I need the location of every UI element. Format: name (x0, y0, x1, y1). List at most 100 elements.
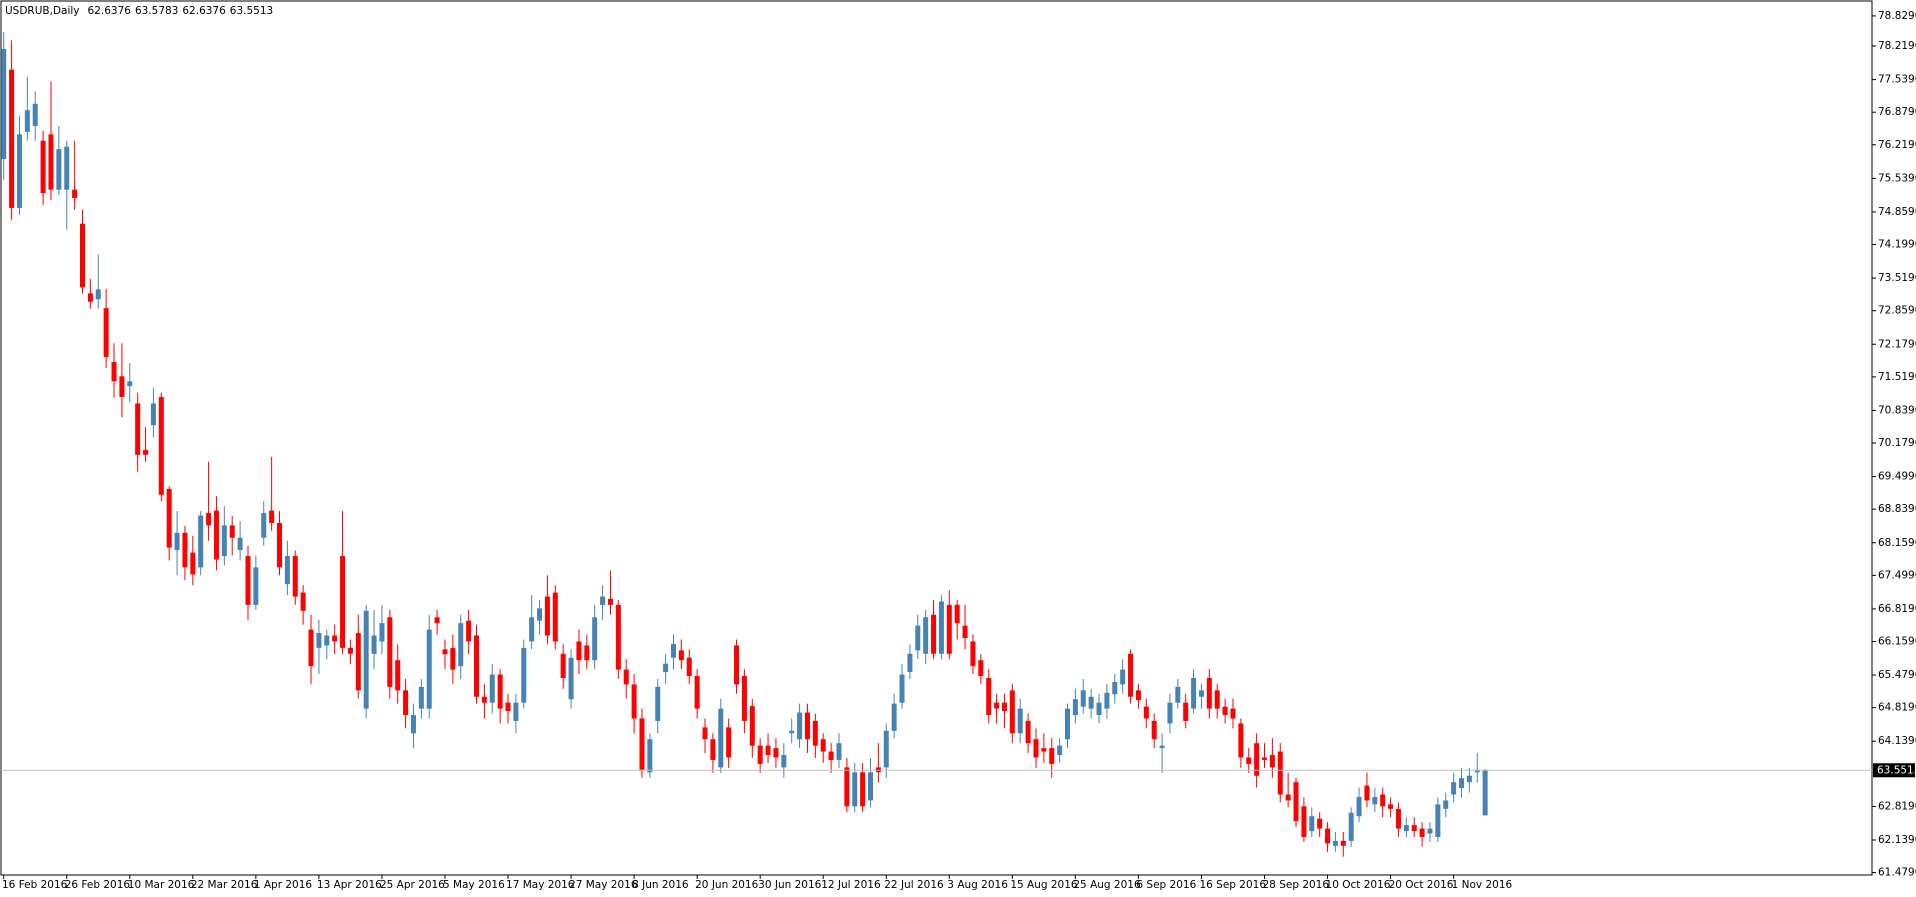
candle-body (426, 629, 432, 709)
candle-body (410, 715, 416, 734)
candle-body (592, 617, 598, 661)
y-tick-label: 75.5390 (1878, 172, 1916, 184)
y-tick-label: 71.5190 (1878, 371, 1916, 383)
candle-body (726, 727, 732, 758)
candle-body (1332, 840, 1338, 846)
y-tick-label: 74.1990 (1878, 239, 1916, 251)
candle-body (1088, 696, 1094, 709)
candle-body (245, 556, 251, 605)
x-tick-label: 10 Mar 2016 (128, 879, 195, 891)
candle-body (363, 610, 369, 709)
x-tick-label: 5 May 2016 (443, 879, 505, 891)
candle-body (213, 510, 219, 560)
candle-body (1269, 755, 1275, 768)
candle-body (174, 532, 180, 551)
candle-body (623, 669, 629, 685)
candle-body (1395, 808, 1401, 829)
candle-body (560, 653, 566, 678)
x-tick-label: 13 Apr 2016 (317, 879, 382, 891)
candle-body (1348, 812, 1354, 841)
candle-body (1427, 828, 1433, 834)
candle-body (1214, 690, 1220, 709)
candle-body (1080, 690, 1086, 707)
candle-body (1033, 739, 1039, 758)
candle-body (781, 755, 787, 768)
candle-body (190, 552, 196, 575)
candle-body (1364, 785, 1370, 801)
x-tick-label: 12 Jul 2016 (821, 879, 881, 891)
candle-body (72, 189, 78, 199)
candle-body (946, 604, 952, 654)
candle-body (158, 397, 164, 495)
candle-body (1474, 769, 1480, 773)
candle-body (103, 308, 109, 358)
y-tick-label: 78.8290 (1878, 10, 1916, 22)
price-label-box (1873, 763, 1915, 778)
candle-body (1419, 828, 1425, 837)
candle-body (1325, 828, 1331, 844)
candle-body (1183, 702, 1189, 721)
candle-body (1254, 743, 1260, 776)
candle-body (1482, 770, 1488, 816)
y-tick-label: 74.8590 (1878, 206, 1916, 218)
candle-body (1104, 692, 1110, 709)
candle-body (87, 293, 93, 302)
candle-body (931, 614, 937, 654)
candle-body (529, 617, 535, 642)
y-tick-label: 62.8190 (1878, 800, 1916, 812)
candle-body (1222, 706, 1228, 716)
candle-body (1285, 794, 1291, 801)
candle-body (1435, 804, 1441, 837)
candle-body (631, 684, 637, 719)
candle-body (1246, 757, 1252, 764)
candle-body (647, 739, 653, 773)
x-tick-label: 26 Feb 2016 (65, 879, 131, 891)
candle-body (1301, 806, 1307, 837)
candle-body (734, 645, 740, 685)
candle-body (1096, 702, 1102, 716)
candle-body (1466, 775, 1472, 783)
candle-body (1293, 782, 1299, 822)
candle-body (237, 537, 243, 551)
candle-body (702, 727, 708, 740)
chart-title: USDRUB,Daily (5, 5, 80, 17)
candle-body (537, 608, 543, 621)
price-label: 63.5513 (1877, 764, 1916, 776)
candle-body (1057, 745, 1063, 756)
y-tick-label: 77.5390 (1878, 74, 1916, 86)
y-tick-label: 68.1590 (1878, 537, 1916, 549)
candle-body (804, 712, 810, 740)
candle-body (1230, 708, 1236, 719)
candle-body (489, 674, 495, 703)
candle-body (505, 702, 511, 712)
candle-body (852, 772, 858, 807)
candle-body (206, 513, 212, 526)
candle-body (253, 567, 259, 605)
candle-body (820, 739, 826, 752)
y-tick-label: 64.1390 (1878, 735, 1916, 747)
candle-body (868, 772, 873, 801)
candle-body (828, 751, 834, 760)
candle-body (544, 596, 550, 636)
candle-body (1072, 699, 1078, 716)
candle-body (32, 103, 38, 126)
candle-body (1262, 757, 1267, 760)
candle-body (1025, 720, 1031, 744)
x-tick-label: 17 May 2016 (506, 879, 575, 891)
candle-body (907, 653, 913, 673)
x-tick-label: 22 Mar 2016 (191, 879, 258, 891)
candle-body (678, 650, 684, 661)
x-tick-label: 15 Aug 2016 (1010, 879, 1078, 891)
x-tick-label: 25 Apr 2016 (380, 879, 445, 891)
x-tick-label: 16 Sep 2016 (1199, 879, 1266, 891)
candle-body (710, 739, 716, 760)
candle-body (119, 376, 125, 398)
candle-body (371, 635, 377, 654)
candle-body (56, 149, 62, 190)
candle-body (324, 635, 330, 646)
y-tick-label: 72.8590 (1878, 305, 1916, 317)
candle-body (355, 633, 361, 691)
candle-body (521, 647, 527, 703)
candle-body (1175, 686, 1181, 703)
candle-body (340, 556, 346, 648)
